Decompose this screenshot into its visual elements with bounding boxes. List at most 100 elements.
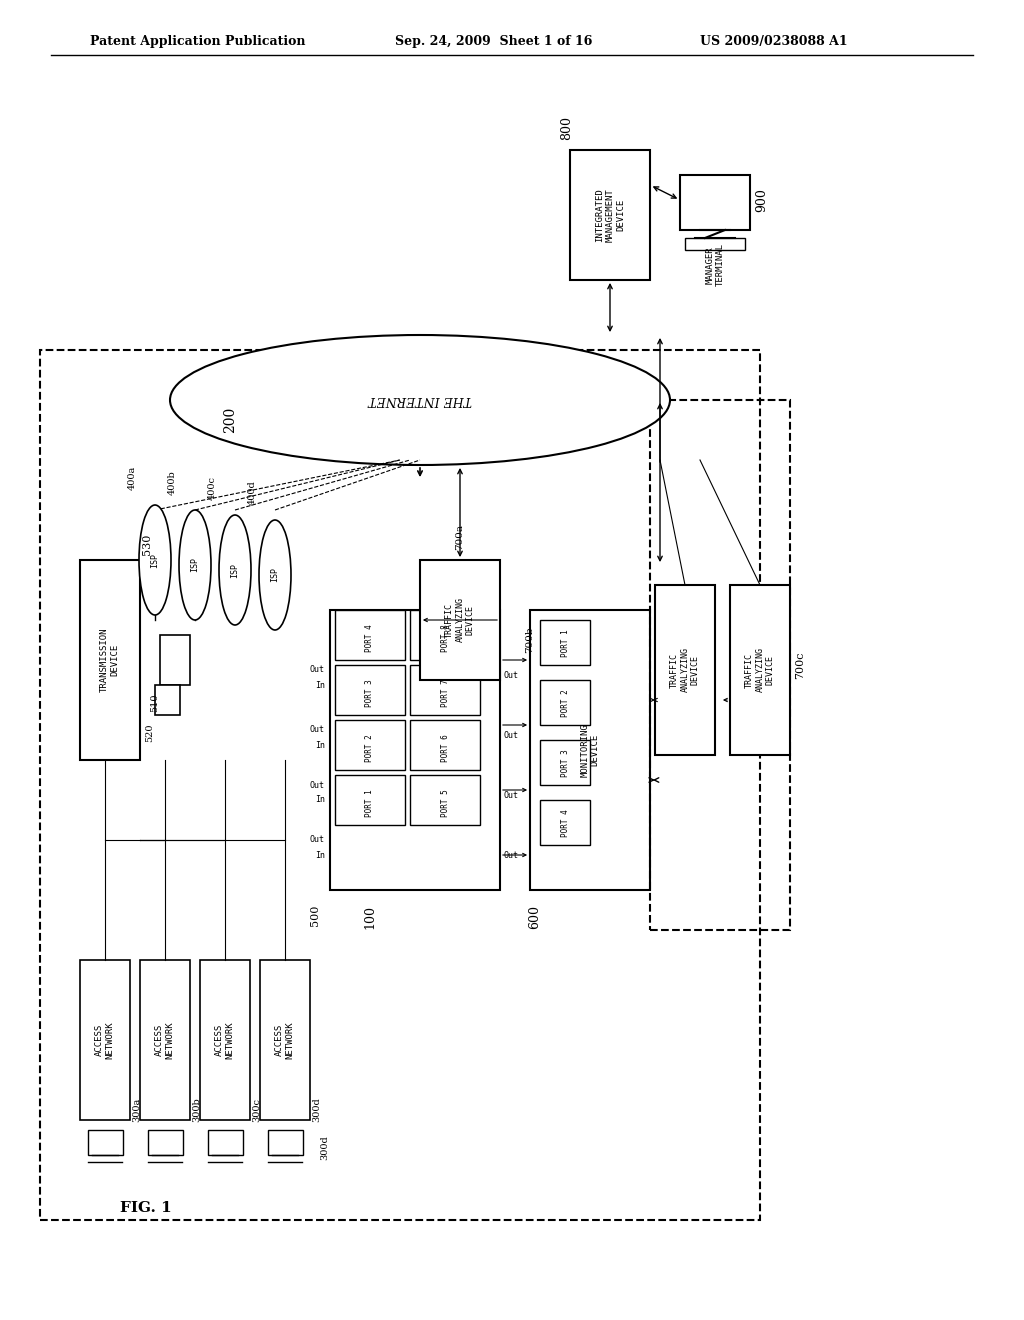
Text: ACCESS
NETWORK: ACCESS NETWORK [275,1022,295,1059]
Bar [140,960,190,1119]
Text: 510: 510 [151,693,160,711]
Text: ISP: ISP [190,557,200,573]
Bar [148,1130,183,1155]
Text: PORT 1: PORT 1 [560,630,569,657]
Text: PORT 3: PORT 3 [366,678,375,708]
Ellipse shape [219,515,251,624]
Text: Out: Out [310,665,325,675]
Bar [208,1130,243,1155]
Text: In: In [315,850,325,859]
Text: Out: Out [310,780,325,789]
Text: PORT 7: PORT 7 [440,678,450,708]
Text: 200: 200 [223,407,237,433]
Text: 400a: 400a [128,466,137,490]
Text: ISP: ISP [151,553,160,568]
Bar [335,775,406,825]
Text: Out: Out [503,671,518,680]
Text: 400b: 400b [168,470,177,495]
Bar [335,665,406,715]
Bar [570,150,650,280]
Text: 400d: 400d [248,480,257,506]
Bar [268,1130,303,1155]
Text: TRAFFIC
ANALYZING
DEVICE: TRAFFIC ANALYZING DEVICE [670,648,699,693]
Ellipse shape [179,510,211,620]
Text: US 2009/0238088 A1: US 2009/0238088 A1 [700,36,848,48]
Bar [410,775,480,825]
Bar [650,400,790,931]
Text: 700c: 700c [795,651,805,678]
Text: In: In [315,796,325,804]
Text: Out: Out [503,850,518,859]
Text: Out: Out [503,730,518,739]
Text: 300a: 300a [132,1098,141,1122]
Text: FIG. 1: FIG. 1 [120,1201,172,1214]
Text: In: In [315,741,325,750]
Text: THE INTERNET: THE INTERNET [368,393,472,407]
Text: PORT 1: PORT 1 [366,789,375,817]
Text: TRANSMISSION
DEVICE: TRANSMISSION DEVICE [100,628,120,692]
Bar [730,585,790,755]
Text: Out: Out [503,791,518,800]
Text: INTEGRATED
MANAGEMENT
DEVICE: INTEGRATED MANAGEMENT DEVICE [595,189,625,242]
Text: PORT 8: PORT 8 [440,624,450,652]
Bar [530,610,650,890]
Ellipse shape [170,335,670,465]
Text: 400c: 400c [208,477,217,500]
Bar [540,620,590,665]
Text: MONITORING
DEVICE: MONITORING DEVICE [581,723,600,777]
Text: 700a: 700a [456,524,465,550]
Text: Sep. 24, 2009  Sheet 1 of 16: Sep. 24, 2009 Sheet 1 of 16 [395,36,592,48]
Text: In: In [315,681,325,689]
Text: ACCESS
NETWORK: ACCESS NETWORK [95,1022,115,1059]
Text: 530: 530 [142,533,152,554]
Bar [330,610,500,890]
Bar [540,741,590,785]
Bar [680,176,750,230]
Bar [540,800,590,845]
Text: Out: Out [310,726,325,734]
Bar [40,350,760,1220]
Text: MANAGER
TERMINAL: MANAGER TERMINAL [706,243,725,286]
Text: ISP: ISP [230,562,240,578]
Text: PORT 2: PORT 2 [560,689,569,717]
Text: ISP: ISP [270,568,280,582]
Bar [335,719,406,770]
Text: ACCESS
NETWORK: ACCESS NETWORK [215,1022,234,1059]
Bar [685,238,745,249]
Text: Patent Application Publication: Patent Application Publication [90,36,305,48]
Text: 700b: 700b [525,627,535,653]
Bar [420,560,500,680]
Ellipse shape [139,506,171,615]
Bar [260,960,310,1119]
Text: 800: 800 [560,116,573,140]
Text: 300d: 300d [312,1098,321,1122]
Text: PORT 3: PORT 3 [560,750,569,777]
Text: TRAFFIC
ANALYZING
DEVICE: TRAFFIC ANALYZING DEVICE [445,598,475,643]
Text: PORT 4: PORT 4 [560,809,569,837]
Text: PORT 4: PORT 4 [366,624,375,652]
Text: ACCESS
NETWORK: ACCESS NETWORK [156,1022,175,1059]
Text: PORT 2: PORT 2 [366,734,375,762]
Bar [410,610,480,660]
Bar [88,1130,123,1155]
Text: 300b: 300b [193,1098,201,1122]
Text: 500: 500 [310,906,319,927]
Text: 600: 600 [528,906,542,929]
Text: PORT 6: PORT 6 [440,734,450,762]
Text: 900: 900 [755,187,768,213]
Ellipse shape [259,520,291,630]
Text: 520: 520 [145,723,155,742]
Bar [335,610,406,660]
Bar [410,665,480,715]
Bar [155,685,180,715]
Bar [540,680,590,725]
Bar [80,560,140,760]
Text: 300c: 300c [252,1098,261,1122]
Text: 300d: 300d [319,1135,329,1160]
Text: 100: 100 [364,906,377,929]
Bar [160,635,190,685]
Bar [80,960,130,1119]
Text: TRAFFIC
ANALYZING
DEVICE: TRAFFIC ANALYZING DEVICE [745,648,775,693]
Bar [200,960,250,1119]
Bar [410,719,480,770]
